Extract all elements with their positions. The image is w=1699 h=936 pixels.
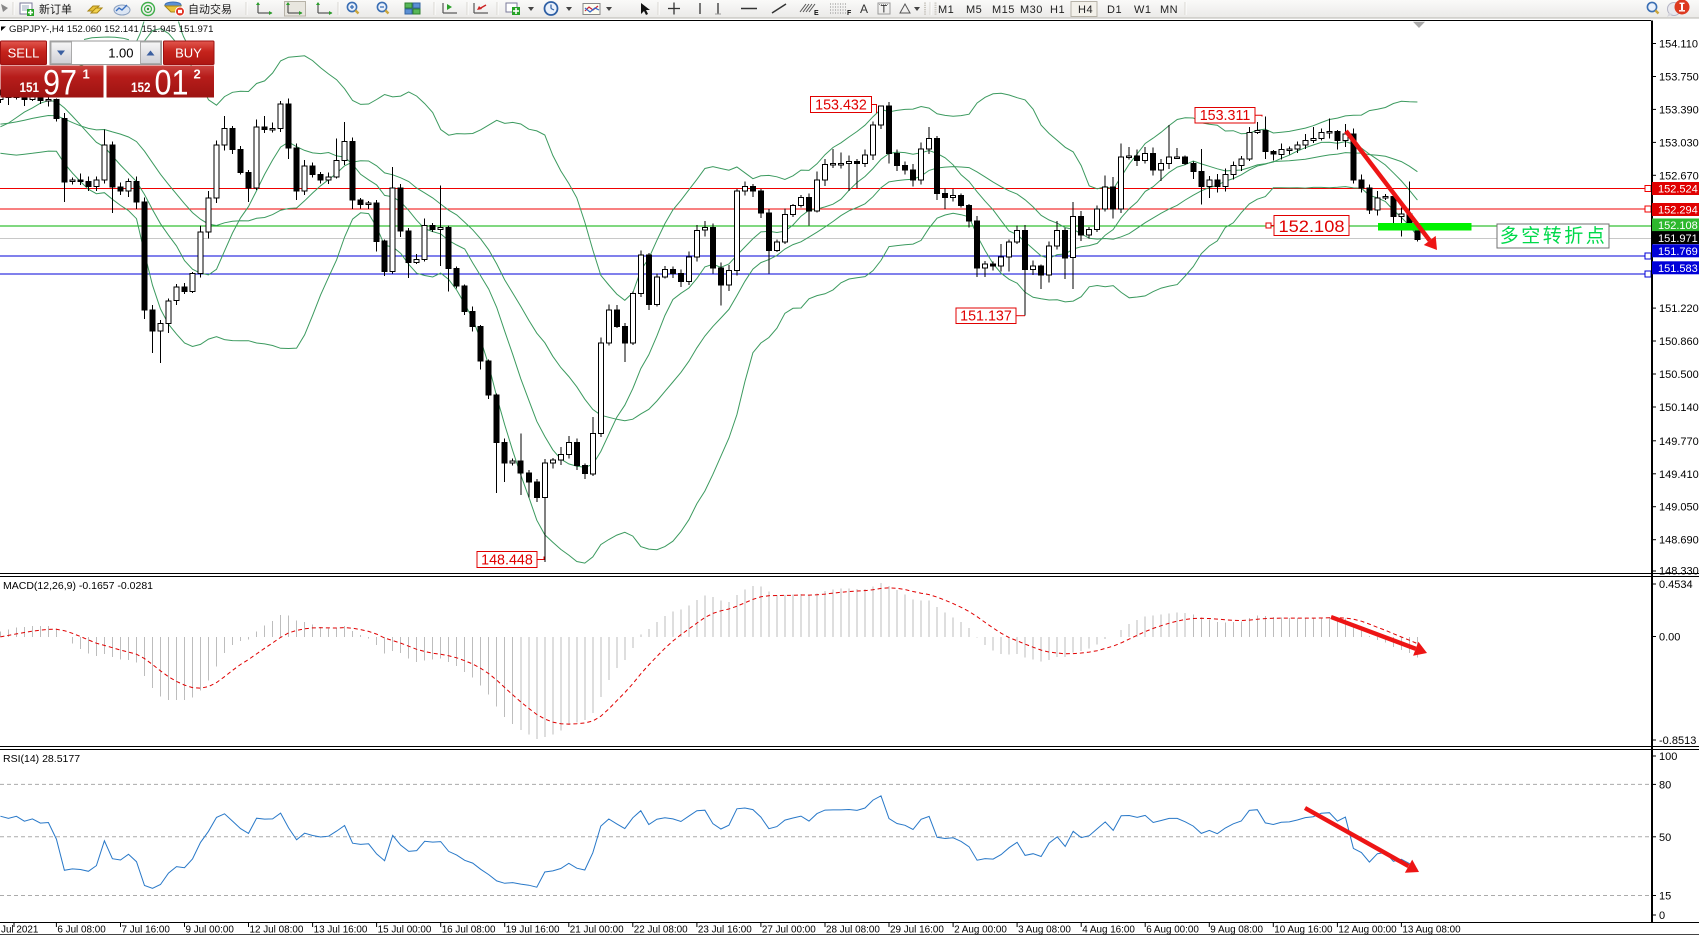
svg-text:M30: M30 (1020, 4, 1043, 16)
svg-text:A: A (860, 2, 868, 16)
svg-text:151.583: 151.583 (1658, 263, 1698, 275)
svg-text:2 Aug 00:00: 2 Aug 00:00 (954, 925, 1007, 936)
svg-text:自动交易: 自动交易 (188, 2, 232, 16)
svg-text:153.311: 153.311 (1200, 108, 1251, 124)
svg-text:154.110: 154.110 (1659, 39, 1698, 51)
svg-text:-0.8513: -0.8513 (1659, 735, 1696, 747)
svg-text:23 Jul 16:00: 23 Jul 16:00 (698, 925, 752, 936)
svg-text:150.140: 150.140 (1659, 402, 1699, 414)
svg-text:150.500: 150.500 (1659, 369, 1699, 381)
svg-text:29 Jul 16:00: 29 Jul 16:00 (890, 925, 944, 936)
svg-text:M5: M5 (966, 4, 982, 16)
svg-text:153.030: 153.030 (1659, 137, 1699, 149)
svg-text:4 Aug 16:00: 4 Aug 16:00 (1082, 925, 1135, 936)
svg-text:新订单: 新订单 (39, 2, 72, 16)
svg-text:19 Jul 16:00: 19 Jul 16:00 (506, 925, 560, 936)
svg-text:148.330: 148.330 (1659, 566, 1699, 578)
svg-text:97: 97 (43, 64, 77, 103)
svg-text:2: 2 (194, 67, 201, 82)
svg-text:SELL: SELL (8, 46, 40, 61)
svg-text:151: 151 (20, 80, 40, 95)
svg-text:F: F (847, 10, 852, 17)
svg-text:H4: H4 (1078, 4, 1093, 16)
svg-text:13 Aug 08:00: 13 Aug 08:00 (1402, 925, 1461, 936)
svg-text:153.432: 153.432 (815, 98, 867, 114)
svg-text:RSI(14) 28.5177: RSI(14) 28.5177 (3, 753, 80, 765)
svg-text:149.050: 149.050 (1659, 502, 1699, 514)
svg-text:0.00: 0.00 (1659, 632, 1680, 644)
svg-text:BUY: BUY (175, 46, 202, 61)
svg-text:6 Aug 00:00: 6 Aug 00:00 (1146, 925, 1199, 936)
svg-text:153.750: 153.750 (1659, 72, 1699, 84)
svg-text:M1: M1 (938, 4, 954, 16)
svg-text:0.4534: 0.4534 (1659, 579, 1693, 591)
svg-text:152.108: 152.108 (1658, 220, 1698, 232)
svg-text:148.448: 148.448 (481, 553, 533, 569)
svg-text:150.860: 150.860 (1659, 336, 1699, 348)
svg-text:1: 1 (83, 67, 90, 82)
svg-text:27 Jul 00:00: 27 Jul 00:00 (762, 925, 816, 936)
svg-text:149.410: 149.410 (1659, 469, 1699, 481)
svg-text:多空转折点: 多空转折点 (1500, 225, 1608, 247)
svg-text:1.00: 1.00 (108, 46, 133, 61)
svg-text:7 Jul 16:00: 7 Jul 16:00 (122, 925, 171, 936)
svg-text:10 Aug 16:00: 10 Aug 16:00 (1274, 925, 1333, 936)
svg-text:3 Aug 08:00: 3 Aug 08:00 (1018, 925, 1071, 936)
svg-text:E: E (814, 10, 819, 17)
svg-text:149.770: 149.770 (1659, 436, 1699, 448)
svg-text:16 Jul 08:00: 16 Jul 08:00 (442, 925, 496, 936)
svg-text:148.690: 148.690 (1659, 535, 1699, 547)
svg-text:50: 50 (1659, 832, 1671, 844)
svg-text:152.294: 152.294 (1658, 205, 1698, 217)
svg-text:152: 152 (131, 80, 151, 95)
svg-text:12 Aug 00:00: 12 Aug 00:00 (1338, 925, 1397, 936)
svg-text:151.137: 151.137 (960, 309, 1012, 325)
svg-text:H1: H1 (1050, 4, 1065, 16)
svg-text:153.390: 153.390 (1659, 104, 1699, 116)
svg-text:Jul 2021: Jul 2021 (1, 925, 39, 936)
svg-text:21 Jul 00:00: 21 Jul 00:00 (570, 925, 624, 936)
svg-text:151.971: 151.971 (1658, 233, 1698, 245)
svg-text:GBPJPY-,H4 152.060 152.141 15: GBPJPY-,H4 152.060 152.141 151.945 151.9… (9, 24, 213, 35)
svg-text:D1: D1 (1107, 4, 1122, 16)
svg-text:100: 100 (1659, 751, 1677, 763)
svg-text:80: 80 (1659, 779, 1671, 791)
svg-text:152.108: 152.108 (1279, 217, 1345, 236)
svg-text:12 Jul 08:00: 12 Jul 08:00 (250, 925, 304, 936)
svg-text:15 Jul 00:00: 15 Jul 00:00 (378, 925, 432, 936)
svg-text:T: T (881, 4, 888, 16)
svg-text:M15: M15 (992, 4, 1015, 16)
svg-text:151.220: 151.220 (1659, 303, 1699, 315)
svg-text:9 Jul 00:00: 9 Jul 00:00 (186, 925, 235, 936)
svg-text:0: 0 (1659, 910, 1665, 922)
svg-text:MN: MN (1160, 4, 1178, 16)
svg-text:152.670: 152.670 (1659, 170, 1699, 182)
svg-text:W1: W1 (1134, 4, 1152, 16)
svg-text:22 Jul 08:00: 22 Jul 08:00 (634, 925, 688, 936)
svg-text:MACD(12,26,9) -0.1657 -0.0281: MACD(12,26,9) -0.1657 -0.0281 (3, 580, 153, 592)
svg-text:01: 01 (155, 64, 189, 103)
svg-text:15: 15 (1659, 891, 1671, 903)
svg-text:13 Jul 16:00: 13 Jul 16:00 (314, 925, 368, 936)
svg-text:6 Jul 08:00: 6 Jul 08:00 (57, 925, 106, 936)
svg-text:28 Jul 08:00: 28 Jul 08:00 (826, 925, 880, 936)
svg-text:151.769: 151.769 (1658, 246, 1698, 258)
svg-text:152.524: 152.524 (1658, 184, 1698, 196)
svg-text:9 Aug 08:00: 9 Aug 08:00 (1210, 925, 1263, 936)
